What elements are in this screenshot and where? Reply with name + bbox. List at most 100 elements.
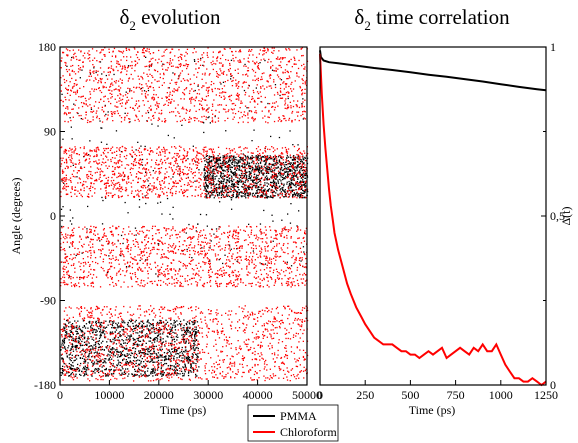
scatter-point	[210, 81, 213, 83]
scatter-point	[295, 182, 298, 184]
scatter-point	[137, 171, 140, 173]
scatter-point	[226, 179, 228, 181]
scatter-point	[107, 114, 109, 116]
scatter-point	[217, 172, 219, 174]
scatter-point	[232, 193, 234, 195]
scatter-point	[71, 187, 73, 189]
scatter-point	[281, 219, 283, 221]
scatter-point	[81, 105, 84, 108]
scatter-point	[244, 74, 247, 76]
scatter-point	[220, 190, 222, 192]
scatter-point	[299, 156, 301, 159]
scatter-point	[177, 67, 179, 69]
scatter-point	[271, 69, 274, 71]
scatter-point	[287, 91, 289, 93]
scatter-point	[237, 95, 239, 97]
scatter-point	[137, 51, 139, 53]
scatter-point	[146, 324, 148, 326]
scatter-point	[254, 171, 256, 173]
scatter-point	[268, 109, 270, 112]
scatter-point	[211, 190, 213, 192]
scatter-point	[132, 342, 135, 345]
scatter-point	[291, 81, 293, 84]
scatter-point	[203, 185, 205, 187]
scatter-point	[255, 166, 257, 168]
scatter-point	[150, 372, 152, 374]
scatter-point	[113, 321, 115, 323]
scatter-point	[132, 78, 134, 80]
scatter-point	[210, 165, 212, 167]
scatter-point	[122, 52, 124, 54]
scatter-point	[216, 57, 218, 60]
scatter-point	[61, 358, 63, 360]
scatter-point	[237, 186, 239, 188]
scatter-point	[236, 181, 238, 183]
scatter-point	[155, 162, 157, 164]
scatter-point	[264, 176, 266, 178]
scatter-point	[88, 342, 90, 344]
scatter-point	[151, 323, 153, 326]
scatter-point	[174, 332, 176, 334]
scatter-point	[78, 170, 80, 172]
scatter-point	[81, 69, 83, 71]
scatter-point	[145, 83, 147, 85]
scatter-point	[80, 50, 82, 52]
scatter-point	[90, 107, 92, 109]
scatter-point	[216, 172, 219, 174]
scatter-point	[153, 117, 155, 119]
scatter-point	[173, 100, 175, 102]
scatter-point	[173, 358, 175, 360]
scatter-point	[112, 165, 114, 168]
scatter-point	[89, 155, 91, 157]
scatter-point	[178, 353, 180, 355]
scatter-point	[280, 182, 283, 184]
scatter-point	[68, 339, 70, 341]
scatter-point	[148, 348, 150, 350]
scatter-point	[129, 337, 131, 339]
scatter-point	[290, 88, 292, 90]
scatter-point	[80, 102, 83, 104]
scatter-point	[291, 189, 293, 191]
scatter-point	[209, 167, 211, 169]
scatter-point	[219, 51, 221, 53]
scatter-point	[288, 60, 290, 62]
scatter-point	[148, 322, 150, 324]
scatter-point	[153, 339, 155, 341]
scatter-point	[126, 353, 128, 355]
scatter-point	[223, 185, 226, 187]
scatter-point	[241, 196, 243, 198]
scatter-point	[279, 171, 281, 173]
scatter-point	[196, 92, 198, 95]
scatter-point	[157, 105, 159, 107]
scatter-point	[300, 114, 302, 117]
scatter-point	[195, 51, 197, 53]
scatter-point	[97, 319, 99, 321]
scatter-point	[182, 161, 184, 164]
scatter-point	[204, 164, 206, 166]
scatter-point	[284, 69, 287, 71]
scatter-point	[163, 146, 165, 149]
scatter-point	[249, 194, 251, 196]
scatter-point	[131, 329, 133, 331]
scatter-point	[84, 57, 86, 59]
scatter-point	[183, 108, 185, 110]
scatter-point	[186, 330, 189, 332]
scatter-point	[235, 94, 238, 96]
scatter-point	[303, 159, 305, 161]
scatter-point	[70, 331, 72, 333]
scatter-point	[125, 91, 127, 93]
scatter-point	[190, 363, 192, 366]
scatter-point	[125, 148, 127, 150]
scatter-point	[136, 337, 138, 340]
scatter-point	[251, 140, 253, 142]
scatter-point	[223, 95, 225, 97]
scatter-point	[160, 373, 162, 375]
scatter-point	[115, 329, 118, 331]
scatter-point	[75, 338, 77, 340]
scatter-point	[196, 117, 198, 120]
scatter-point	[62, 177, 64, 179]
scatter-point	[185, 51, 187, 53]
scatter-point	[79, 339, 81, 341]
scatter-point	[290, 162, 293, 164]
scatter-point	[195, 230, 197, 232]
